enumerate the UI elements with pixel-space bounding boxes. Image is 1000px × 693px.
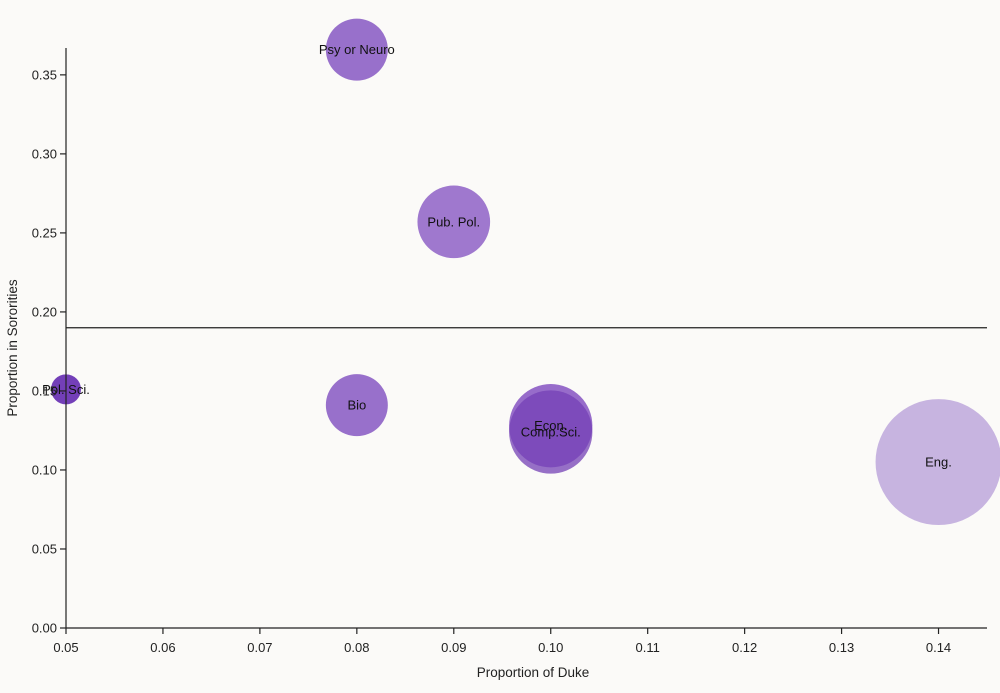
x-tick-label: 0.09 — [441, 640, 466, 655]
y-tick-label: 0.10 — [32, 462, 57, 477]
y-axis-title: Proportion in Sororities — [5, 279, 20, 417]
y-tick-label: 0.05 — [32, 541, 57, 556]
bubble-comp-sci — [509, 390, 593, 474]
bubble-psy-or-neuro — [325, 18, 388, 81]
bubble-label: Econ. — [534, 418, 567, 433]
x-tick-label: 0.05 — [53, 640, 78, 655]
y-tick-label: 0.30 — [32, 146, 57, 161]
x-tick-label: 0.13 — [829, 640, 854, 655]
x-axis-title: Proportion of Duke — [477, 665, 590, 680]
y-axis: 0.00 0.05 0.10 0.15 0.20 0.25 0.30 0.35 — [32, 48, 67, 636]
y-tick-label: 0.35 — [32, 67, 57, 82]
bubble-label: Pub. Pol. — [427, 214, 480, 229]
bubble-eng — [875, 399, 1000, 526]
x-tick-label: 0.07 — [247, 640, 272, 655]
bubble-pub-pol — [417, 185, 491, 259]
x-axis: 0.05 0.06 0.07 0.08 0.09 0.10 0.11 0.12 0.13 0.14 — [53, 627, 987, 655]
bubble-bio — [325, 374, 388, 437]
bubble-label: Bio — [347, 398, 366, 413]
bubble-label: Eng. — [925, 455, 952, 470]
x-tick-label: 0.08 — [344, 640, 369, 655]
x-tick-label: 0.12 — [732, 640, 757, 655]
x-tick-label: 0.14 — [926, 640, 951, 655]
bubble-label: Psy or Neuro — [319, 42, 395, 57]
y-tick-label: 0.20 — [32, 304, 57, 319]
x-tick-label: 0.06 — [150, 640, 175, 655]
bubbles-layer — [51, 18, 1000, 526]
y-tick-label: 0.15 — [32, 383, 57, 398]
x-tick-label: 0.11 — [636, 640, 660, 655]
x-tick-label: 0.10 — [538, 640, 563, 655]
y-tick-label: 0.00 — [32, 621, 57, 636]
bubble-label: Comp.Sci. — [521, 425, 581, 440]
y-tick-label: 0.25 — [32, 225, 57, 240]
